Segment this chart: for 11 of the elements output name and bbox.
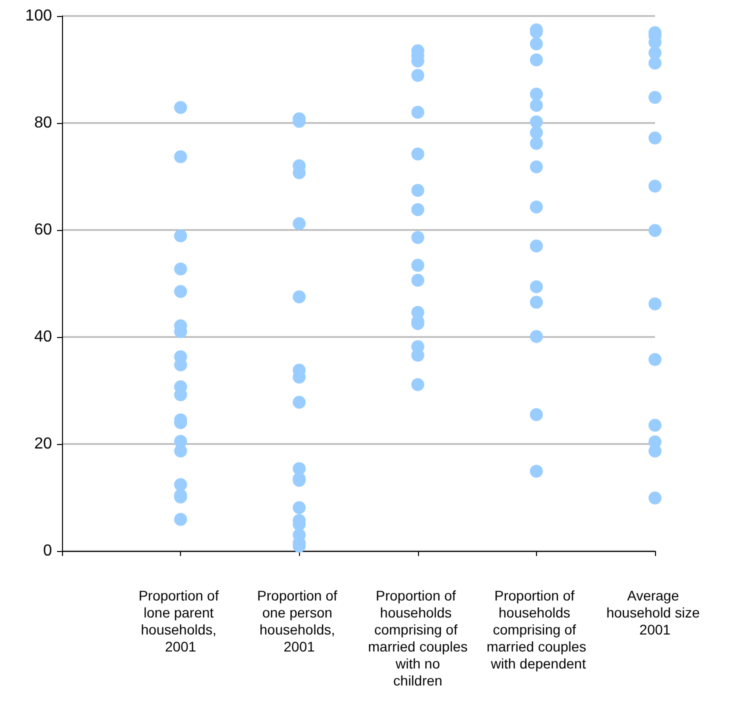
x-tick-label: Proportion of lone parent households, 2001 [138,588,223,654]
x-tick-label: Proportion of households comprising of married couples with no children [368,588,468,688]
y-tick-label: 20 [34,436,52,452]
y-tick-label: 0 [43,542,52,560]
x-tick-label: Proportion of households comprising of married couples with dependent [486,588,586,672]
x-tick-label: Average household size 2001 [606,588,704,638]
y-tick-label: 100 [25,8,52,24]
y-tick-label: 40 [34,328,52,346]
x-tick-label: Proportion of one person households, 2001 [257,588,342,654]
y-tick-label: 60 [34,222,52,238]
y-tick-label: 80 [34,114,52,132]
